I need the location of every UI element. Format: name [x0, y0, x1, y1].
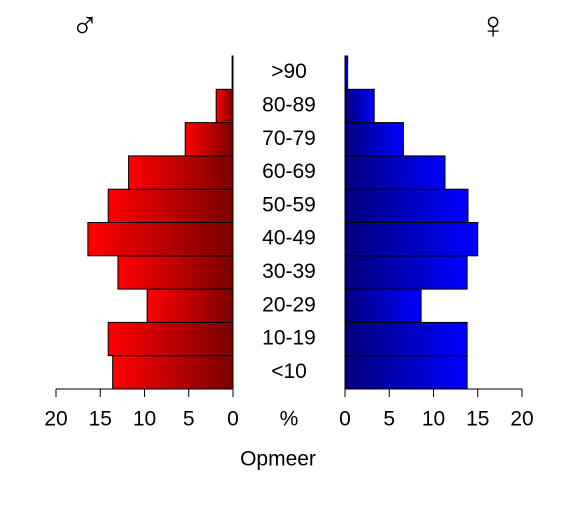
- bar: [344, 55, 349, 90]
- category-label: 70-79: [262, 127, 316, 150]
- x-axis-label: Opmeer: [240, 448, 316, 471]
- x-tick-label: 5: [183, 408, 195, 431]
- x-tick-label: 0: [227, 408, 239, 431]
- x-tick-label: 10: [133, 408, 156, 431]
- bar: [344, 355, 468, 390]
- bar: [146, 288, 234, 323]
- bar: [128, 155, 234, 190]
- category-label: 50-59: [262, 193, 316, 216]
- bar: [344, 222, 479, 257]
- category-label: >90: [271, 60, 307, 83]
- x-tick-label: 20: [44, 408, 67, 431]
- bar: [215, 88, 234, 124]
- x-tick-label: 0: [339, 408, 351, 431]
- x-tick-label: 15: [89, 408, 112, 431]
- category-label: <10: [271, 360, 307, 383]
- category-label: 60-69: [262, 160, 316, 183]
- x-tick-label: 10: [422, 408, 445, 431]
- bar: [344, 288, 422, 323]
- bar: [344, 255, 468, 290]
- bar: [87, 222, 234, 257]
- bar: [117, 255, 234, 290]
- x-tick-label: 20: [510, 408, 533, 431]
- bar: [107, 321, 234, 357]
- center-label: %: [280, 408, 299, 431]
- category-label: 20-29: [262, 293, 316, 316]
- category-label: 10-19: [262, 327, 316, 350]
- bar: [184, 122, 234, 157]
- legend-symbol: ♂: [71, 5, 100, 47]
- bar: [231, 55, 234, 90]
- category-label: 30-39: [262, 260, 316, 283]
- bar: [112, 355, 234, 390]
- bar: [344, 88, 375, 124]
- bar: [344, 321, 468, 357]
- x-tick-label: 5: [383, 408, 395, 431]
- bar: [344, 155, 446, 190]
- legend-symbol: ♀: [479, 5, 508, 47]
- category-label: 40-49: [262, 227, 316, 250]
- bar: [107, 188, 234, 223]
- bar: [344, 188, 469, 223]
- x-tick-label: 15: [466, 408, 489, 431]
- category-label: 80-89: [262, 93, 316, 116]
- bar: [344, 122, 404, 157]
